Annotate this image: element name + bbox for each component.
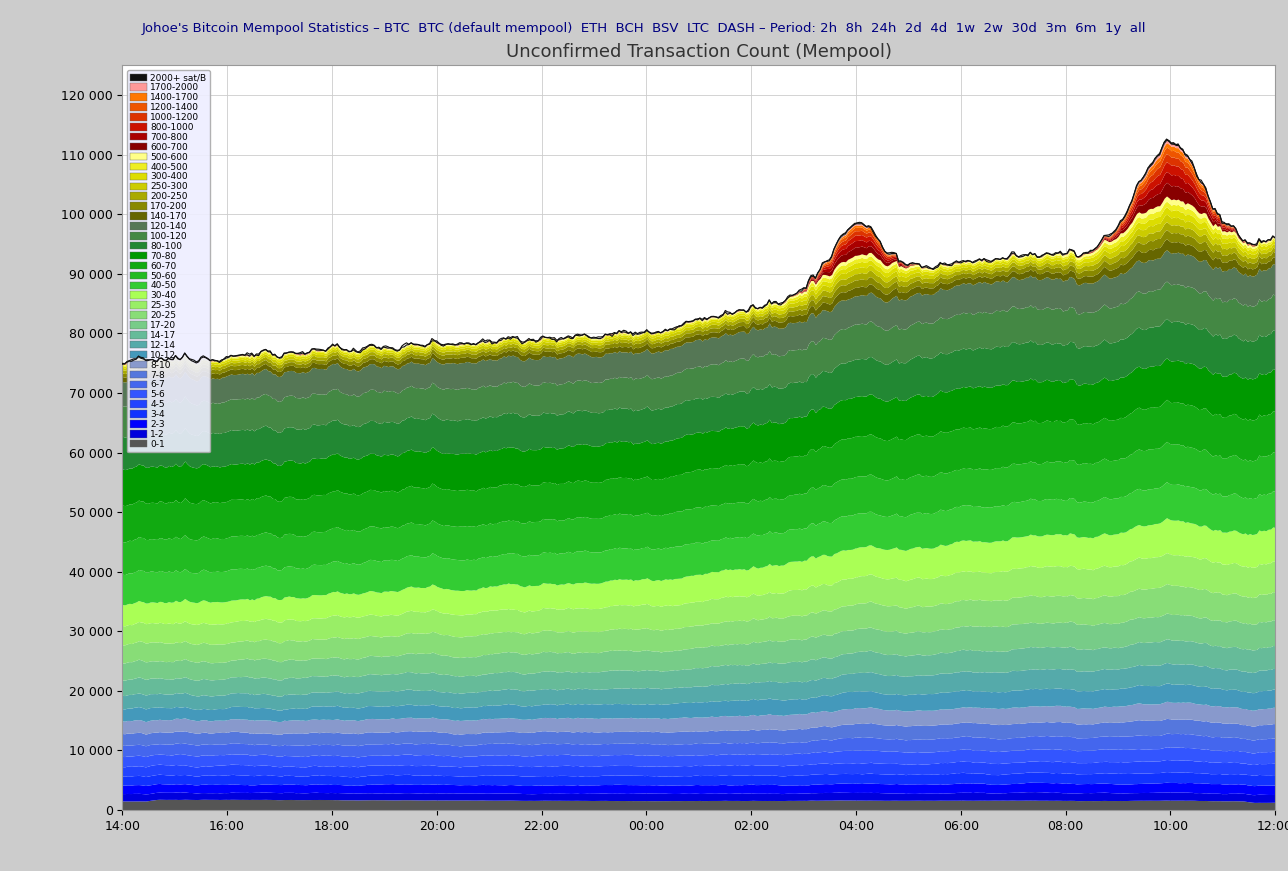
- Title: Unconfirmed Transaction Count (Mempool): Unconfirmed Transaction Count (Mempool): [506, 43, 891, 61]
- Legend: 2000+ sat/B, 1700-2000, 1400-1700, 1200-1400, 1000-1200, 800-1000, 700-800, 600-: 2000+ sat/B, 1700-2000, 1400-1700, 1200-…: [128, 70, 210, 452]
- Text: Johoe's Bitcoin Mempool Statistics – BTC  BTC (default mempool)  ETH  BCH  BSV  : Johoe's Bitcoin Mempool Statistics – BTC…: [142, 22, 1146, 35]
